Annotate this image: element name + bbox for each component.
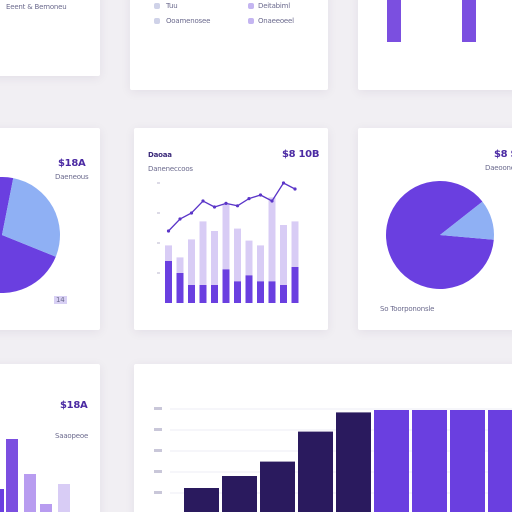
bottom-left-bar: [0, 489, 4, 512]
bar-dark: [211, 285, 218, 303]
bar-dark: [165, 261, 172, 303]
trend-point: [293, 187, 297, 191]
trend-point: [201, 199, 205, 203]
legend-item-3: Deitabiml: [258, 2, 291, 10]
bottom-left-bar: [58, 484, 70, 512]
bar-dark: [188, 285, 195, 303]
pie-right-chart: [385, 180, 494, 289]
bar-dark: [268, 281, 276, 303]
bottom-left-bar: [6, 439, 18, 512]
bar-light: [222, 204, 230, 303]
bar-light: [211, 231, 218, 303]
y-tick-label: [154, 491, 162, 494]
bottom-bar: [298, 431, 333, 512]
bar-line-card: Daoaa $8 10B Daneneccoos: [134, 128, 328, 330]
trend-line: [168, 182, 296, 232]
legend-item-4: Onaeeoeel: [258, 17, 294, 25]
bar-dark: [245, 275, 253, 303]
bottom-bar: [412, 410, 447, 512]
bottom-bar: [336, 412, 371, 512]
bar-light: [245, 240, 253, 303]
bottom-bar: [260, 461, 295, 512]
bar-line-chart: [157, 181, 299, 303]
bar-line-title: Daoaa: [148, 151, 172, 159]
pie-right-metric: $8 S: [494, 149, 512, 160]
pie-right-label: Daeoonee: [485, 164, 512, 172]
legend-item-2: Ooamenosee: [166, 17, 211, 25]
y-tick-label: [154, 470, 162, 473]
bar-dark: [280, 285, 287, 303]
pie-left-badge: 14: [54, 296, 67, 304]
legend-item-1: Tuu: [166, 2, 178, 10]
pie-left-slice: [2, 178, 60, 257]
pie-right-legend: So Toorpononsle: [380, 305, 435, 313]
bar-light: [234, 228, 241, 303]
pie-left-slice: [0, 177, 56, 293]
trend-point: [270, 199, 274, 203]
bottom-bar: [374, 410, 409, 512]
top-right-bar: [462, 0, 476, 42]
trend-point: [166, 229, 171, 233]
bottom-left-bar: [24, 474, 36, 512]
legend-dot-icon: [248, 18, 254, 24]
trend-point: [258, 193, 263, 197]
bottom-bar: [450, 410, 485, 512]
bar-light: [291, 221, 299, 303]
legend-dot-icon: [154, 18, 160, 24]
trend-point: [247, 197, 251, 201]
bar-dark: [257, 281, 264, 303]
bottom-left-bar: [40, 504, 52, 512]
bar-light: [188, 239, 195, 303]
bottom-bar: [184, 488, 219, 512]
trend-point: [189, 211, 194, 215]
pie-right-slice: [440, 201, 494, 240]
pie-left-chart: [0, 177, 60, 293]
pie-left-metric: $18A: [58, 158, 86, 169]
pie-right-slice: [385, 180, 494, 289]
bottom-bar: [222, 476, 257, 512]
legend-card: Tuu Ooamenosee Deitabiml Onaeeoeel: [130, 0, 328, 90]
trend-point: [178, 217, 182, 221]
bar-light: [268, 197, 276, 303]
legend-dot-icon: [154, 3, 160, 9]
y-tick-label: [154, 428, 162, 431]
top-right-card: [358, 0, 512, 90]
top-right-bar: [387, 0, 401, 42]
bottom-bars-card: [134, 364, 512, 512]
pie-left-label: Daeneous: [55, 173, 89, 181]
bar-dark: [291, 267, 299, 303]
bar-dark: [222, 269, 230, 303]
trend-point: [281, 181, 286, 185]
bottom-bars-chart: [154, 407, 512, 512]
bar-light: [199, 221, 207, 303]
bar-dark: [199, 285, 207, 303]
bar-line-label: Daneneccoos: [148, 165, 193, 173]
bars-bottom-left-label: Saaopeoe: [55, 432, 89, 440]
top-right-bars-chart: [387, 0, 476, 42]
trend-point: [212, 205, 217, 209]
pie-right-card: $8 S Daeoonee So Toorpononsle: [358, 128, 512, 330]
bar-dark: [234, 281, 241, 303]
bottom-bar: [488, 410, 512, 512]
legend-dot-icon: [248, 3, 254, 9]
bar-dark: [176, 273, 184, 303]
bar-light: [280, 225, 287, 303]
top-left-title: Eeent & Bemoneu: [6, 3, 67, 11]
pie-left-card: $18A Daeneous 14: [0, 128, 100, 330]
y-tick-label: [154, 449, 162, 452]
trend-point: [224, 201, 228, 205]
bars-bottom-left-metric: $18A: [60, 400, 88, 411]
trend-point: [235, 204, 240, 208]
bar-line-metric: $8 10B: [282, 149, 320, 160]
bar-light: [257, 245, 264, 303]
top-left-card: Eeent & Bemoneu: [0, 0, 100, 76]
bars-bottom-left-chart: [0, 439, 70, 512]
y-tick-label: [154, 407, 162, 410]
bars-bottom-left-card: $18A Saaopeoe: [0, 364, 100, 512]
